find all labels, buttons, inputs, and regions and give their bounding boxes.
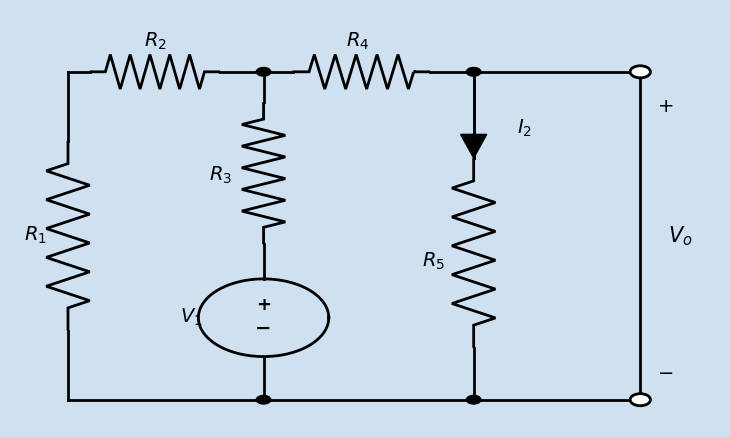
Text: $V_o$: $V_o$ — [668, 224, 693, 247]
Text: +: + — [658, 97, 674, 116]
Circle shape — [466, 395, 481, 404]
Text: +: + — [256, 296, 271, 314]
Text: $R_2$: $R_2$ — [144, 31, 166, 52]
Text: $R_1$: $R_1$ — [24, 225, 47, 246]
Circle shape — [630, 394, 650, 406]
Circle shape — [630, 66, 650, 78]
Text: $V_1$: $V_1$ — [180, 307, 202, 328]
Text: −: − — [658, 364, 674, 383]
Circle shape — [256, 67, 271, 76]
Text: $R_4$: $R_4$ — [346, 31, 369, 52]
Text: −: − — [255, 319, 272, 338]
Polygon shape — [461, 134, 487, 158]
Circle shape — [256, 395, 271, 404]
Text: $R_3$: $R_3$ — [209, 165, 231, 186]
Text: $I_2$: $I_2$ — [517, 117, 532, 139]
Circle shape — [466, 67, 481, 76]
Text: $R_5$: $R_5$ — [422, 251, 445, 272]
